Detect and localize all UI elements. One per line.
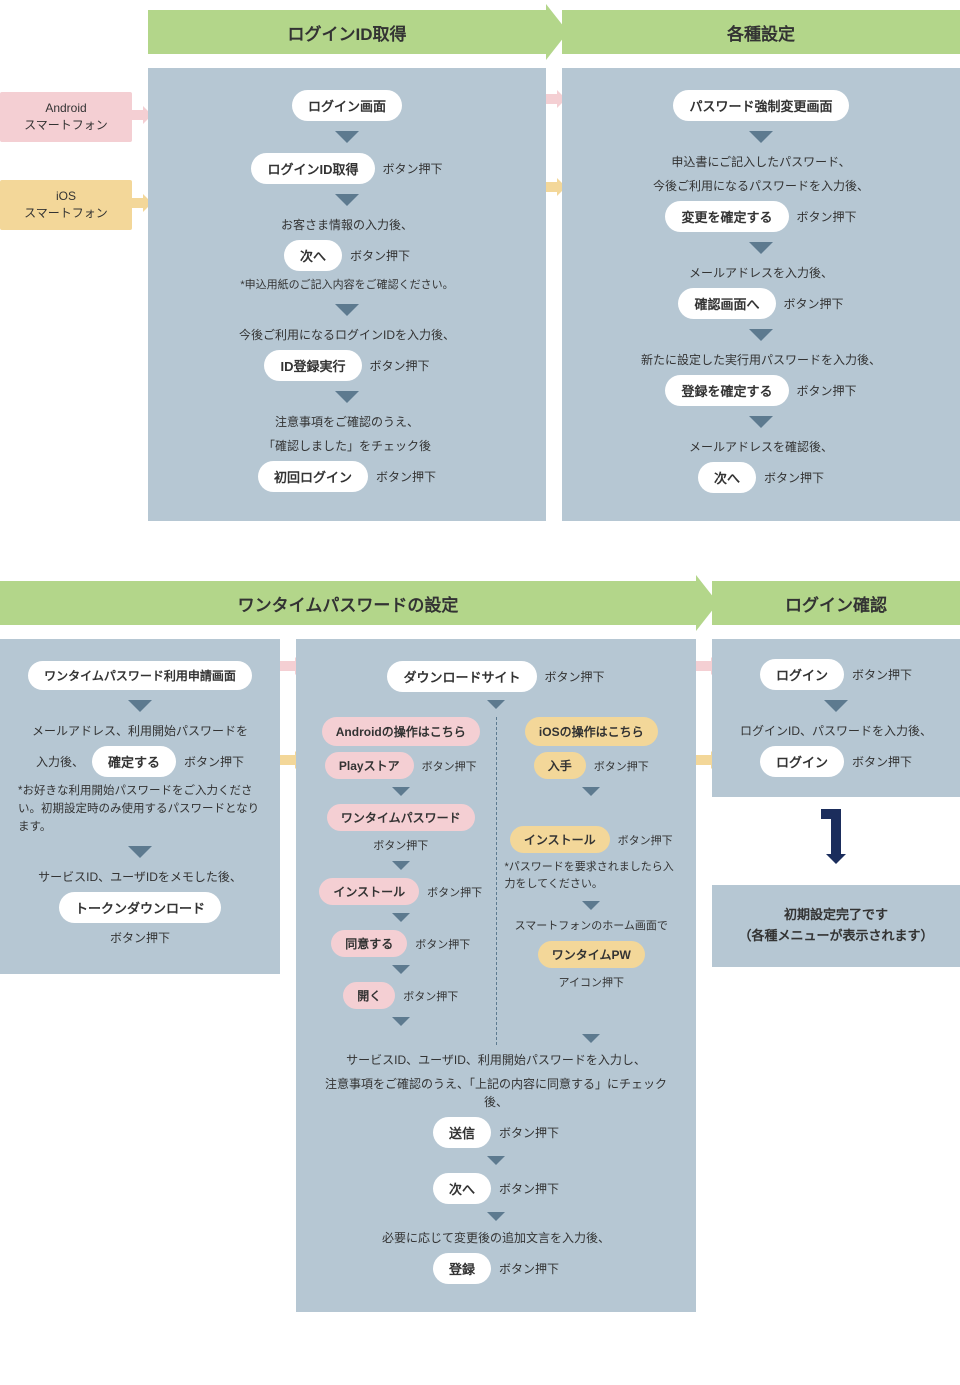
header-otp: ワンタイムパスワードの設定 xyxy=(0,581,696,625)
chevron-down-icon xyxy=(392,861,410,870)
chevron-down-icon xyxy=(749,242,773,254)
chevron-down-icon xyxy=(128,700,152,712)
chevron-down-icon xyxy=(335,304,359,316)
step-login-screen: ログイン画面 xyxy=(292,90,402,121)
btn-next-3: 次へ xyxy=(433,1173,491,1204)
side-label-android: Android スマートフォン xyxy=(0,92,132,142)
btn-register: 登録 xyxy=(433,1253,491,1284)
step-pw-force-change: パスワード強制変更画面 xyxy=(673,90,848,121)
note-application-form: *申込用紙のご記入内容をご確認ください。 xyxy=(240,277,453,294)
btn-login-2: ログイン xyxy=(760,746,844,777)
text-notes-1: 注意事項をご確認のうえ、 xyxy=(275,413,419,431)
chevron-down-icon xyxy=(749,416,773,428)
btn-install-i: インストール xyxy=(510,826,610,853)
chevron-down-icon xyxy=(749,131,773,143)
chevron-down-icon xyxy=(582,901,600,910)
btn-confirm-register: 登録を確定する xyxy=(665,375,788,406)
text-notes-2: 「確認しました」をチェック後 xyxy=(263,437,431,455)
panel-otp-apply: ワンタイムパスワード利用申請画面 メールアドレス、利用開始パスワードを 入力後、… xyxy=(0,639,280,974)
btn-login-1: ログイン xyxy=(760,659,844,690)
btn-confirm: 確定する xyxy=(92,746,176,777)
chevron-down-icon xyxy=(824,700,848,712)
btn-first-login: 初回ログイン xyxy=(258,461,368,492)
text-customer-info: お客さま情報の入力後、 xyxy=(281,216,413,234)
chevron-down-icon xyxy=(487,1212,505,1221)
header-settings: 各種設定 xyxy=(562,10,960,54)
section-2: ワンタイムパスワードの設定 ログイン確認 ワンタイムパスワード利用申請画面 メー… xyxy=(0,581,960,1312)
chevron-down-icon xyxy=(392,1017,410,1026)
btn-next-2: 次へ xyxy=(698,462,756,493)
chevron-down-icon xyxy=(487,1156,505,1165)
chevron-down-icon xyxy=(335,391,359,403)
section-1: Android スマートフォン iOS スマートフォン ログインID取得 各種設… xyxy=(0,10,960,521)
btn-install-a: インストール xyxy=(319,878,419,905)
btn-token-download: トークンダウンロード xyxy=(59,892,221,923)
btn-agree: 同意する xyxy=(331,930,407,957)
chevron-down-icon xyxy=(335,131,359,143)
btn-download-site: ダウンロードサイト xyxy=(387,661,536,692)
section-1-headers: ログインID取得 各種設定 xyxy=(148,10,960,54)
btn-to-confirm-screen: 確認画面へ xyxy=(678,288,775,319)
btn-id-register: ID登録実行 xyxy=(264,350,361,381)
chevron-down-icon xyxy=(392,787,410,796)
app-divider xyxy=(496,717,497,1045)
note-ios-password: *パスワードを要求されましたら入力をしてください。 xyxy=(505,859,679,893)
app-steps: Androidの操作はこちら Playストアボタン押下 ワンタイムパスワード ボ… xyxy=(314,717,678,1045)
chevron-down-icon xyxy=(749,329,773,341)
side-labels: Android スマートフォン iOS スマートフォン xyxy=(0,92,132,230)
btn-open: 開く xyxy=(343,982,395,1009)
app-header-ios: iOSの操作はこちら xyxy=(525,717,658,746)
login-confirm-col: ログインボタン押下 ログインID、パスワードを入力後、 ログインボタン押下 初期… xyxy=(712,639,960,1312)
btn-send: 送信 xyxy=(433,1117,491,1148)
btn-otp-icon: ワンタイムPW xyxy=(538,941,645,968)
panel-download: ダウンロードサイトボタン押下 Androidの操作はこちら Playストアボタン… xyxy=(296,639,696,1312)
btn-next: 次へ xyxy=(284,240,342,271)
chevron-down-icon xyxy=(335,194,359,206)
panel-login-confirm: ログインボタン押下 ログインID、パスワードを入力後、 ログインボタン押下 xyxy=(712,639,960,797)
ios-column: iOSの操作はこちら 入手ボタン押下 インストールボタン押下 *パスワードを要求… xyxy=(505,717,679,1045)
note-otp-password: *お好きな利用開始パスワードをご入力ください。初期設定時のみ使用するパスワードと… xyxy=(18,783,262,836)
arrow-ios-to-p1 xyxy=(116,198,144,208)
side-label-ios: iOS スマートフォン xyxy=(0,180,132,230)
android-column: Androidの操作はこちら Playストアボタン押下 ワンタイムパスワード ボ… xyxy=(314,717,488,1028)
btn-confirm-change: 変更を確定する xyxy=(665,201,788,232)
app-header-android: Androidの操作はこちら xyxy=(322,717,480,746)
chevron-down-icon xyxy=(392,965,410,974)
chevron-down-icon xyxy=(487,700,505,709)
btn-otp-app: ワンタイムパスワード xyxy=(327,804,475,831)
arrow-down-navy-icon xyxy=(831,809,841,855)
btn-playstore: Playストア xyxy=(325,752,414,779)
panel-settings: パスワード強制変更画面 申込書にご記入したパスワード、 今後ご利用になるパスワー… xyxy=(562,68,960,521)
label-btn-press: ボタン押下 xyxy=(383,160,443,177)
text-enter-login-id: 今後ご利用になるログインIDを入力後、 xyxy=(239,326,455,344)
header-login-confirm: ログイン確認 xyxy=(712,581,960,625)
btn-get: 入手 xyxy=(534,752,586,779)
chevron-down-icon xyxy=(392,913,410,922)
header-login-id: ログインID取得 xyxy=(148,10,546,54)
chevron-down-icon xyxy=(128,846,152,858)
section-2-headers: ワンタイムパスワードの設定 ログイン確認 xyxy=(0,581,960,625)
step-otp-apply-screen: ワンタイムパスワード利用申請画面 xyxy=(28,661,252,690)
chevron-down-icon xyxy=(582,1034,600,1043)
section-2-panels: ワンタイムパスワード利用申請画面 メールアドレス、利用開始パスワードを 入力後、… xyxy=(0,639,960,1312)
arrow-android-to-p1 xyxy=(116,110,144,120)
btn-login-id-get: ログインID取得 xyxy=(251,153,374,184)
complete-box: 初期設定完了です （各種メニューが表示されます） xyxy=(712,885,960,967)
chevron-down-icon xyxy=(582,787,600,796)
section-1-panels: ログイン画面 ログインID取得ボタン押下 お客さま情報の入力後、 次へボタン押下… xyxy=(148,68,960,521)
panel-login-id: ログイン画面 ログインID取得ボタン押下 お客さま情報の入力後、 次へボタン押下… xyxy=(148,68,546,521)
